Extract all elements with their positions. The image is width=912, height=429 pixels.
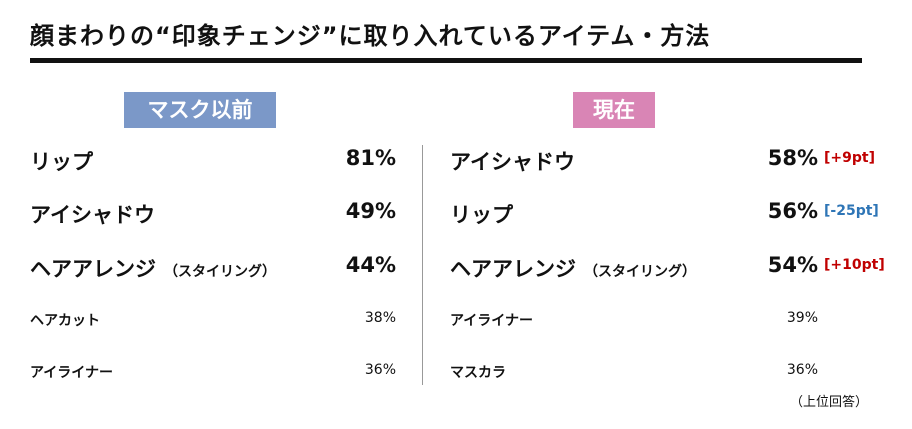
percentage: 38% [364, 310, 396, 326]
title-rule [30, 58, 862, 63]
item: マスカラ [450, 365, 506, 381]
item: アイシャドウ [30, 203, 155, 227]
item-note: （スタイリング） [584, 264, 696, 280]
item: ヘアアレンジ （スタイリング） [30, 257, 276, 281]
now-heading: 現在 [573, 92, 655, 128]
percentage: 56% [767, 199, 818, 223]
item: ヘアカット [30, 313, 100, 329]
item: アイライナー [30, 365, 114, 381]
divider [422, 145, 423, 385]
change: [+10pt] [824, 257, 885, 273]
item: アイシャドウ [450, 150, 575, 174]
change: [+9pt] [824, 150, 875, 166]
percentage: 36% [364, 362, 396, 378]
item-note: （スタイリング） [164, 264, 276, 280]
percentage: 44% [345, 253, 396, 277]
percentage: 36% [786, 362, 818, 378]
before-heading: マスク以前 [124, 92, 276, 128]
title: 顔まわりの“印象チェンジ”に取り入れているアイテム・方法 [30, 22, 711, 50]
percentage: 81% [345, 146, 396, 170]
footnote: （上位回答） [790, 395, 869, 410]
percentage: 39% [786, 310, 818, 326]
percentage: 54% [767, 253, 818, 277]
percentage: 58% [767, 146, 818, 170]
item: ヘアアレンジ （スタイリング） [450, 257, 696, 281]
item: リップ [30, 150, 93, 174]
percentage: 49% [345, 199, 396, 223]
change: [-25pt] [824, 203, 879, 219]
item: アイライナー [450, 313, 534, 329]
item: リップ [450, 203, 513, 227]
